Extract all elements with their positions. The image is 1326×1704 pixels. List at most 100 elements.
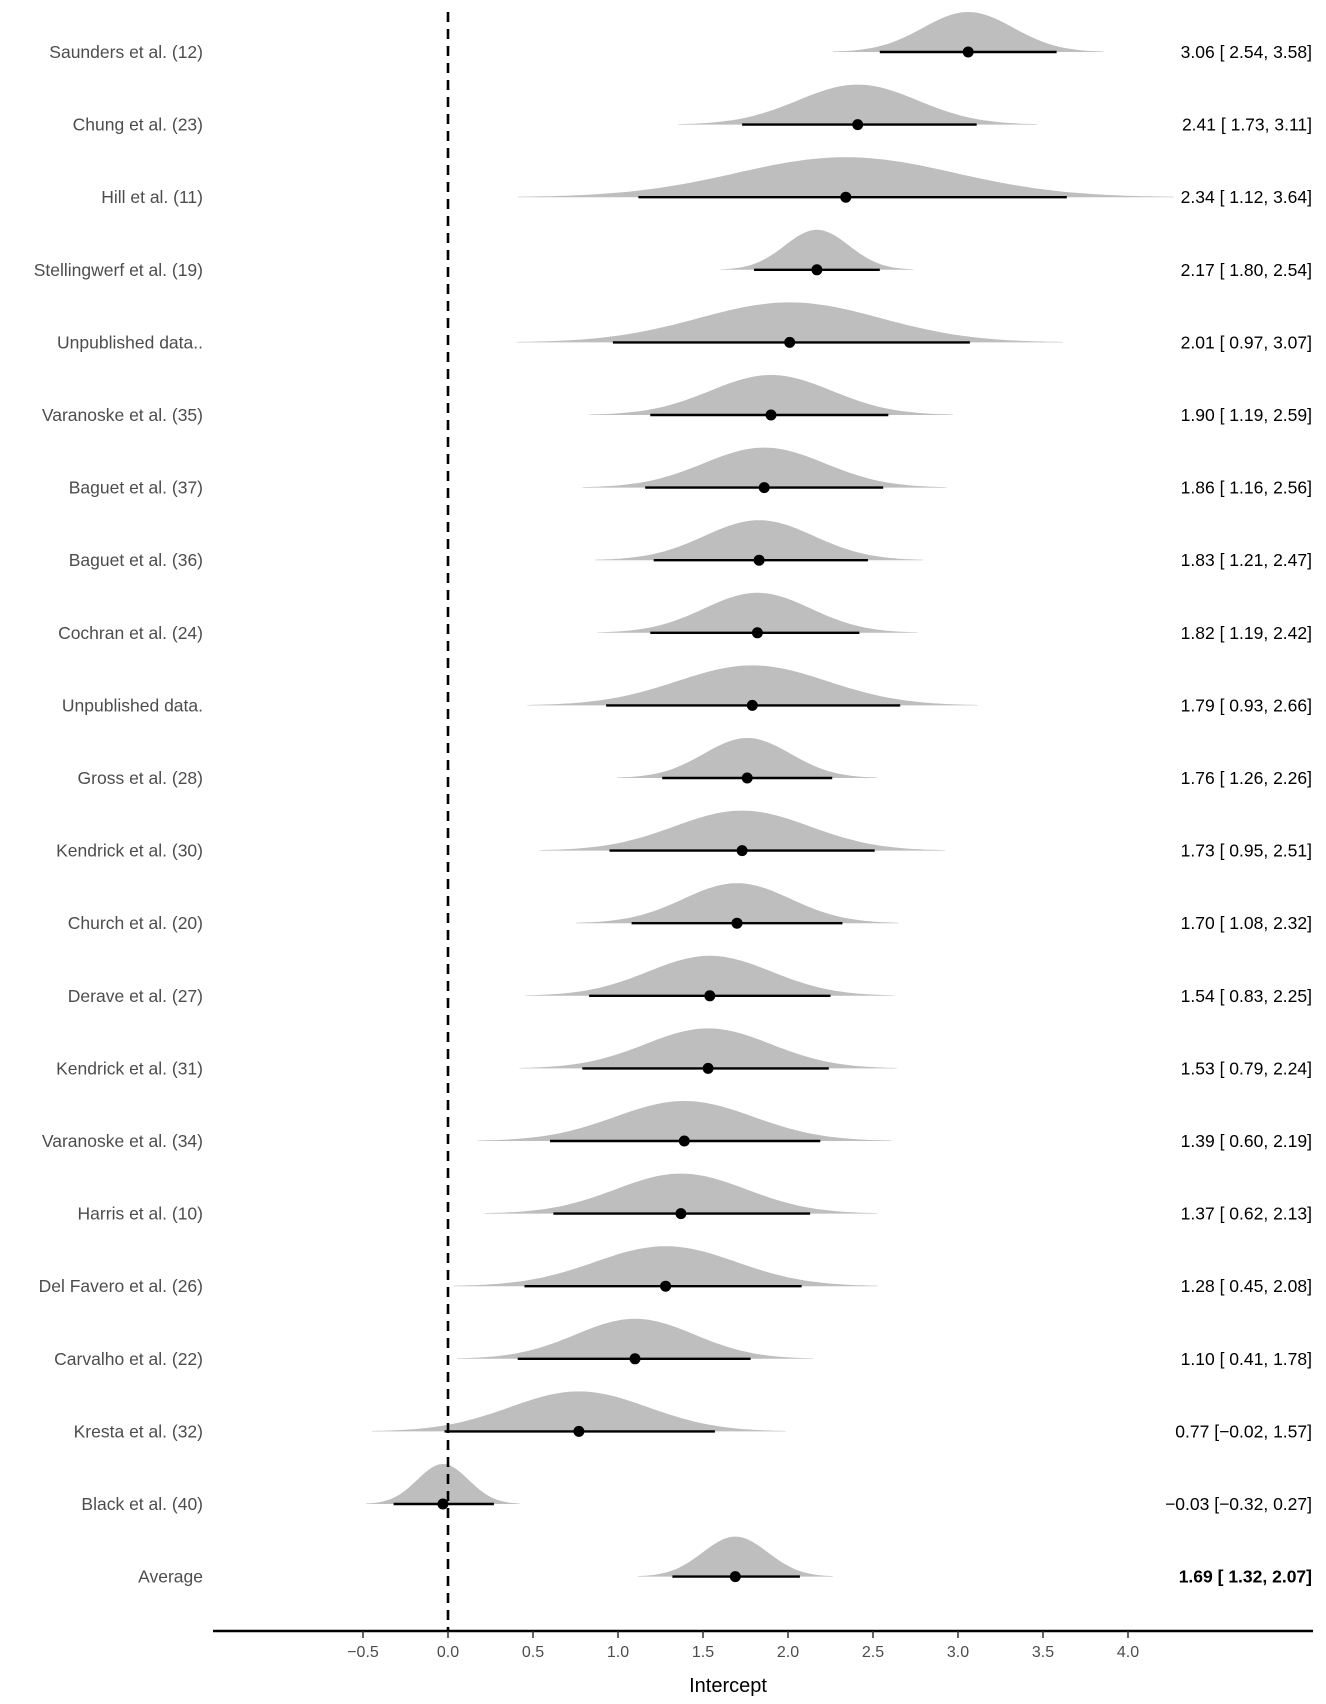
density-curve-unpublished-data xyxy=(527,665,978,706)
estimate-label-derave-et-al-27: 1.54 [ 0.83, 2.25] xyxy=(1181,986,1312,1006)
study-label-average: Average xyxy=(138,1567,203,1587)
study-label-varanoske-et-al-34: Varanoske et al. (34) xyxy=(42,1131,203,1151)
x-tick-label: 0.5 xyxy=(522,1644,544,1661)
study-label-varanoske-et-al-35: Varanoske et al. (35) xyxy=(42,405,203,425)
estimate-point-church-et-al-20 xyxy=(731,917,743,929)
study-label-kendrick-et-al-31: Kendrick et al. (31) xyxy=(56,1058,203,1078)
study-label-harris-et-al-10: Harris et al. (10) xyxy=(78,1204,203,1224)
estimate-label-cochran-et-al-24: 1.82 [ 1.19, 2.42] xyxy=(1181,623,1312,643)
estimate-point-stellingwerf-et-al-19 xyxy=(811,264,823,276)
density-curve-stellingwerf-et-al-19 xyxy=(720,229,914,270)
density-curve-varanoske-et-al-34 xyxy=(477,1101,892,1141)
study-label-carvalho-et-al-22: Carvalho et al. (22) xyxy=(54,1349,203,1369)
estimate-point-average xyxy=(729,1571,741,1583)
density-curve-kendrick-et-al-31 xyxy=(519,1028,897,1069)
estimate-label-unpublished-data: 2.01 [ 0.97, 3.07] xyxy=(1181,332,1312,352)
study-label-hill-et-al-11: Hill et al. (11) xyxy=(101,187,203,207)
study-label-unpublished-data: Unpublished data. xyxy=(62,695,203,715)
estimate-label-carvalho-et-al-22: 1.10 [ 0.41, 1.78] xyxy=(1181,1349,1312,1369)
density-curve-harris-et-al-10 xyxy=(484,1173,878,1214)
estimate-label-varanoske-et-al-34: 1.39 [ 0.60, 2.19] xyxy=(1181,1131,1312,1151)
x-tick-label: 3.0 xyxy=(947,1644,969,1661)
estimate-point-kresta-et-al-32 xyxy=(573,1425,585,1437)
estimate-point-baguet-et-al-37 xyxy=(758,482,770,494)
estimate-label-saunders-et-al-12: 3.06 [ 2.54, 3.58] xyxy=(1181,42,1312,62)
estimate-point-unpublished-data xyxy=(746,699,758,711)
estimate-point-kendrick-et-al-31 xyxy=(702,1062,714,1074)
study-label-stellingwerf-et-al-19: Stellingwerf et al. (19) xyxy=(34,260,203,280)
estimate-point-chung-et-al-23 xyxy=(852,119,864,131)
x-tick-label: 1.5 xyxy=(692,1644,714,1661)
estimate-label-gross-et-al-28: 1.76 [ 1.26, 2.26] xyxy=(1181,768,1312,788)
study-label-baguet-et-al-36: Baguet et al. (36) xyxy=(69,550,203,570)
estimate-point-hill-et-al-11 xyxy=(840,191,852,203)
estimate-point-black-et-al-40 xyxy=(437,1498,449,1510)
density-curve-baguet-et-al-36 xyxy=(595,520,923,561)
study-label-black-et-al-40: Black et al. (40) xyxy=(81,1494,203,1514)
density-curve-chung-et-al-23 xyxy=(678,84,1038,125)
study-label-gross-et-al-28: Gross et al. (28) xyxy=(78,768,203,788)
study-label-kendrick-et-al-30: Kendrick et al. (30) xyxy=(56,841,203,861)
estimate-label-del-favero-et-al-26: 1.28 [ 0.45, 2.08] xyxy=(1181,1276,1312,1296)
density-curve-saunders-et-al-12 xyxy=(832,12,1104,52)
density-curve-unpublished-data xyxy=(516,302,1063,343)
estimate-label-baguet-et-al-37: 1.86 [ 1.16, 2.56] xyxy=(1181,478,1312,498)
density-curve-gross-et-al-28 xyxy=(617,738,878,778)
density-curve-carvalho-et-al-22 xyxy=(456,1318,814,1359)
estimate-point-carvalho-et-al-22 xyxy=(629,1353,641,1365)
x-tick-label: 4.0 xyxy=(1117,1644,1139,1661)
density-curve-baguet-et-al-37 xyxy=(582,447,947,488)
estimate-point-unpublished-data xyxy=(784,336,796,348)
x-tick-label: 3.5 xyxy=(1032,1644,1054,1661)
estimate-label-hill-et-al-11: 2.34 [ 1.12, 3.64] xyxy=(1181,187,1312,207)
study-label-chung-et-al-23: Chung et al. (23) xyxy=(73,115,203,135)
study-label-cochran-et-al-24: Cochran et al. (24) xyxy=(58,623,203,643)
estimate-point-varanoske-et-al-35 xyxy=(765,409,777,421)
estimate-label-unpublished-data: 1.79 [ 0.93, 2.66] xyxy=(1181,695,1312,715)
x-tick-label: 2.0 xyxy=(777,1644,799,1661)
density-curve-black-et-al-40 xyxy=(366,1464,520,1504)
density-curve-average xyxy=(637,1536,833,1577)
estimate-label-varanoske-et-al-35: 1.90 [ 1.19, 2.59] xyxy=(1181,405,1312,425)
estimate-label-chung-et-al-23: 2.41 [ 1.73, 3.11] xyxy=(1182,115,1312,135)
study-label-kresta-et-al-32: Kresta et al. (32) xyxy=(74,1421,203,1441)
density-curve-church-et-al-20 xyxy=(575,883,899,924)
study-label-unpublished-data: Unpublished data.. xyxy=(57,332,203,352)
density-curve-kresta-et-al-32 xyxy=(372,1391,786,1432)
x-axis-title: Intercept xyxy=(689,1675,767,1697)
estimate-point-saunders-et-al-12 xyxy=(962,46,974,58)
estimate-point-del-favero-et-al-26 xyxy=(660,1280,672,1292)
estimate-point-derave-et-al-27 xyxy=(704,990,716,1002)
x-axis-ticks: −0.5 0.0 0.5 1.0 1.5 2.0 2.5 3.0 3.5 4.0 xyxy=(347,1631,1139,1661)
estimate-label-kresta-et-al-32: 0.77 [−0.02, 1.57] xyxy=(1175,1421,1312,1441)
estimate-label-harris-et-al-10: 1.37 [ 0.62, 2.13] xyxy=(1181,1204,1312,1224)
estimate-point-kendrick-et-al-30 xyxy=(736,845,748,857)
x-tick-label: 1.0 xyxy=(607,1644,629,1661)
estimate-label-baguet-et-al-36: 1.83 [ 1.21, 2.47] xyxy=(1181,550,1312,570)
density-layer xyxy=(366,12,1174,1577)
estimate-point-baguet-et-al-36 xyxy=(753,554,765,566)
study-labels: Saunders et al. (12) Chung et al. (23) Hil… xyxy=(34,42,203,1587)
density-curve-derave-et-al-27 xyxy=(525,955,895,996)
density-curve-cochran-et-al-24 xyxy=(597,592,918,633)
x-tick-label: 2.5 xyxy=(862,1644,884,1661)
x-tick-label: −0.5 xyxy=(347,1644,379,1661)
estimate-label-kendrick-et-al-31: 1.53 [ 0.79, 2.24] xyxy=(1181,1058,1312,1078)
interval-layer xyxy=(393,46,1067,1583)
study-label-church-et-al-20: Church et al. (20) xyxy=(68,913,203,933)
estimate-label-average: 1.69 [ 1.32, 2.07] xyxy=(1179,1567,1312,1587)
study-label-derave-et-al-27: Derave et al. (27) xyxy=(68,986,203,1006)
density-curve-varanoske-et-al-35 xyxy=(588,375,954,415)
estimate-point-cochran-et-al-24 xyxy=(751,627,763,639)
x-tick-label: 0.0 xyxy=(437,1644,459,1661)
estimate-label-church-et-al-20: 1.70 [ 1.08, 2.32] xyxy=(1181,913,1312,933)
estimate-label-kendrick-et-al-30: 1.73 [ 0.95, 2.51] xyxy=(1181,841,1312,861)
estimate-labels: 3.06 [ 2.54, 3.58] 2.41 [ 1.73, 3.11] 2.34… xyxy=(1165,42,1312,1587)
estimate-point-varanoske-et-al-34 xyxy=(678,1135,690,1147)
study-label-baguet-et-al-37: Baguet et al. (37) xyxy=(69,478,203,498)
study-label-del-favero-et-al-26: Del Favero et al. (26) xyxy=(39,1276,203,1296)
estimate-label-black-et-al-40: −0.03 [−0.32, 0.27] xyxy=(1165,1494,1312,1514)
estimate-point-gross-et-al-28 xyxy=(741,772,753,784)
study-label-saunders-et-al-12: Saunders et al. (12) xyxy=(49,42,203,62)
